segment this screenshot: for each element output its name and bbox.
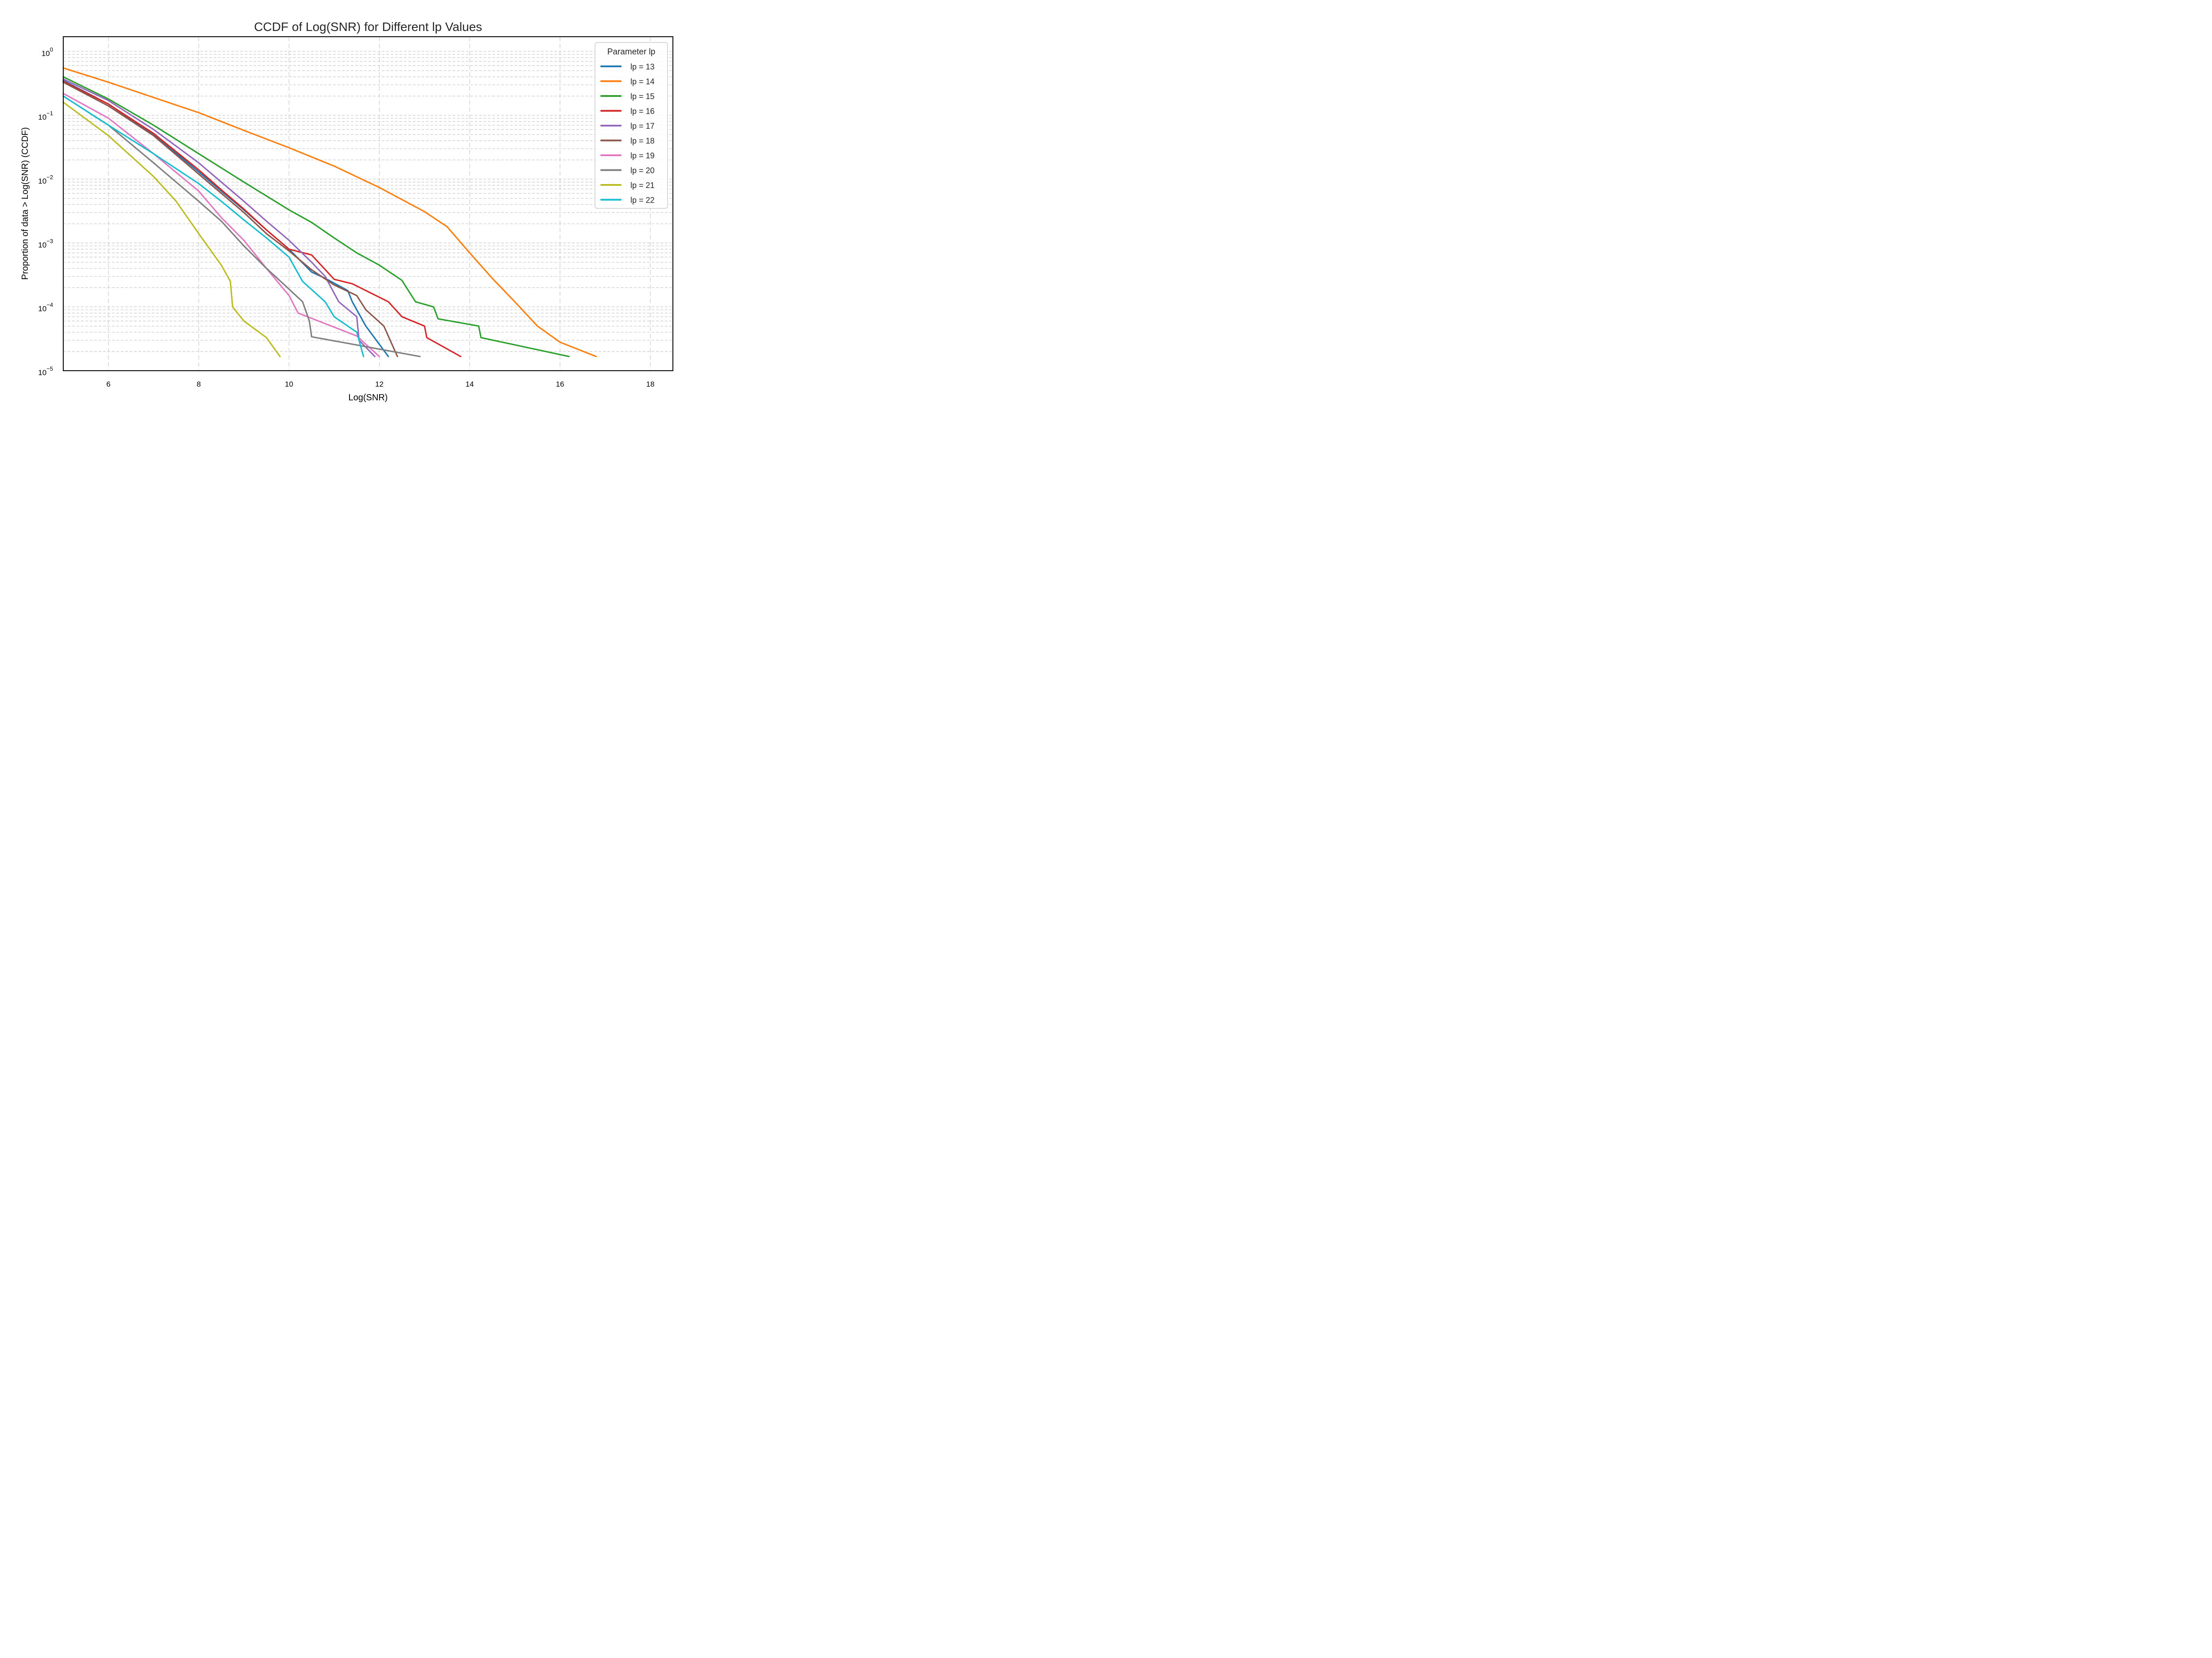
legend-item: lp = 14 bbox=[600, 77, 655, 86]
legend-items: lp = 13 lp = 14 lp = 15 lp = 16 lp = 17 lp = … bbox=[600, 62, 655, 205]
y-tick-base: 10 bbox=[38, 177, 46, 185]
y-tick-exponent: −4 bbox=[46, 302, 53, 308]
y-tick-label: 10−4 bbox=[38, 302, 53, 313]
legend-label: lp = 20 bbox=[630, 166, 655, 175]
y-tick-base: 10 bbox=[38, 241, 46, 249]
x-tick-label: 18 bbox=[646, 380, 655, 388]
series-line-lp-21 bbox=[62, 101, 281, 357]
x-tick-label: 14 bbox=[465, 380, 474, 388]
legend-item: lp = 15 bbox=[600, 92, 655, 101]
axes-frame bbox=[63, 36, 673, 371]
y-tick-label: 10−1 bbox=[38, 110, 53, 122]
y-tick-exponent: −5 bbox=[46, 365, 53, 372]
series-lines bbox=[62, 67, 597, 357]
x-tick-label: 6 bbox=[106, 380, 110, 388]
x-axis-label: Log(SNR) bbox=[349, 393, 388, 403]
series-line-lp-17 bbox=[62, 78, 376, 357]
y-tick-exponent: −3 bbox=[46, 238, 53, 244]
y-tick-exponent: −1 bbox=[46, 110, 53, 117]
y-tick-base: 10 bbox=[38, 368, 46, 377]
legend-item: lp = 17 bbox=[600, 122, 655, 130]
legend-item: lp = 19 bbox=[600, 151, 655, 160]
series-line-lp-18 bbox=[62, 81, 398, 357]
legend-label: lp = 22 bbox=[630, 196, 655, 205]
legend-item: lp = 16 bbox=[600, 107, 655, 116]
series-line-lp-15 bbox=[62, 76, 570, 357]
y-tick-label: 10−2 bbox=[38, 174, 53, 185]
x-tick-label: 8 bbox=[196, 380, 200, 388]
legend-label: lp = 21 bbox=[630, 181, 655, 190]
legend-label: lp = 13 bbox=[630, 62, 655, 71]
y-tick-base: 10 bbox=[38, 113, 46, 122]
legend-title: Parameter lp bbox=[607, 47, 656, 57]
y-tick-label: 10−3 bbox=[38, 238, 53, 249]
legend-label: lp = 14 bbox=[630, 77, 655, 86]
chart-background bbox=[0, 0, 687, 420]
series-line-lp-19 bbox=[62, 92, 380, 357]
legend-item: lp = 18 bbox=[600, 137, 655, 146]
y-axis-label: Proportion of data > Log(SNR) (CCDF) bbox=[20, 127, 30, 280]
legend-item: lp = 20 bbox=[600, 166, 655, 175]
y-tick-base: 10 bbox=[42, 49, 50, 58]
y-tick-base: 10 bbox=[38, 305, 46, 313]
x-tick-label: 12 bbox=[375, 380, 384, 388]
legend-label: lp = 19 bbox=[630, 151, 655, 160]
y-tick-exponent: −2 bbox=[46, 174, 53, 180]
x-ticks: 6 8 10 12 14 16 18 bbox=[106, 380, 654, 388]
legend-item: lp = 22 bbox=[600, 196, 655, 205]
x-tick-label: 16 bbox=[556, 380, 564, 388]
chart-title: CCDF of Log(SNR) for Different lp Values bbox=[254, 20, 482, 34]
y-tick-label: 10−5 bbox=[38, 365, 53, 377]
series-line-lp-14 bbox=[62, 67, 597, 357]
legend-item: lp = 21 bbox=[600, 181, 655, 190]
legend-label: lp = 17 bbox=[630, 122, 655, 130]
series-line-lp-20 bbox=[62, 95, 421, 357]
legend-box bbox=[595, 42, 668, 209]
x-tick-label: 10 bbox=[285, 380, 293, 388]
y-tick-exponent: 0 bbox=[50, 46, 53, 53]
legend-label: lp = 18 bbox=[630, 137, 655, 146]
legend-item: lp = 13 bbox=[600, 62, 655, 71]
legend-label: lp = 16 bbox=[630, 107, 655, 116]
series-line-lp-22 bbox=[62, 95, 365, 357]
legend-label: lp = 15 bbox=[630, 92, 655, 101]
y-tick-label: 100 bbox=[42, 46, 53, 58]
